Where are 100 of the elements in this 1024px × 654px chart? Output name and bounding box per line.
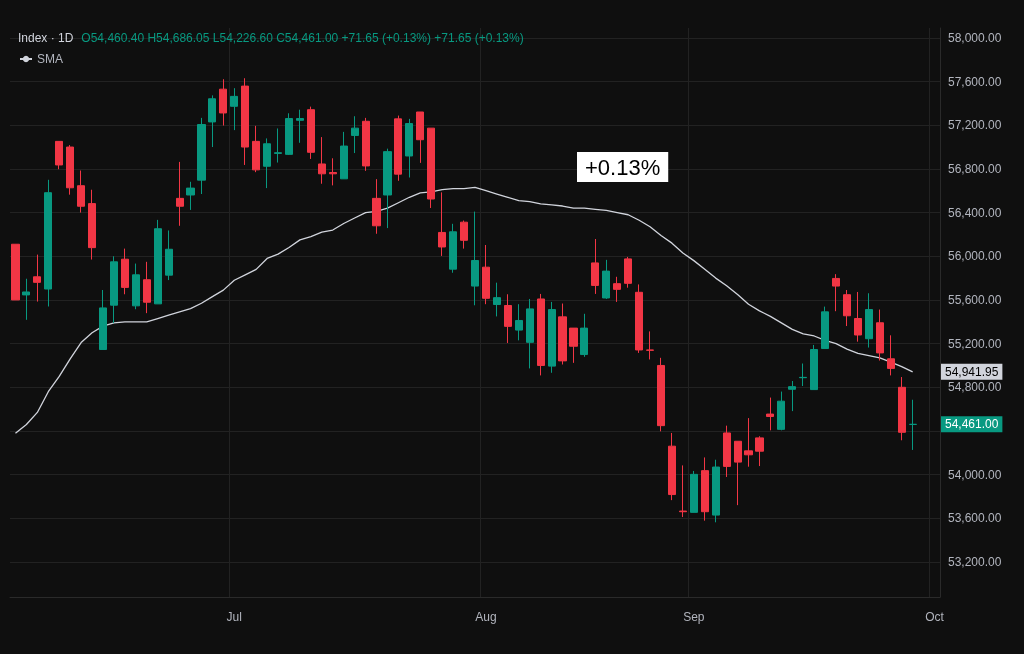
annotation: O54,460.40 H54,686.05 L54,226.60 C54,461.00 +71.65 (+0.13%) +71.65 (+0.13%) xyxy=(81,31,524,45)
text: 54,941.95 xyxy=(945,364,999,379)
y-tick-label: 57,200.00 xyxy=(948,118,1002,133)
y-tick-label: 54,800.00 xyxy=(948,380,1002,395)
candlestick xyxy=(438,191,446,257)
candlestick xyxy=(690,470,698,513)
candlestick xyxy=(66,144,74,196)
candlestick xyxy=(537,293,545,376)
candlestick xyxy=(99,289,107,351)
candlestick xyxy=(186,181,195,211)
candlestick xyxy=(318,136,326,185)
candlestick xyxy=(143,261,151,314)
candlestick xyxy=(383,148,392,229)
candlestick xyxy=(22,278,30,321)
candlestick xyxy=(548,301,556,374)
candlestick xyxy=(285,112,293,156)
candlestick xyxy=(296,109,304,144)
candlestick xyxy=(624,256,632,289)
candlestick xyxy=(898,376,906,441)
candlestick xyxy=(33,254,41,303)
candlestick xyxy=(569,327,578,364)
candlestick xyxy=(110,255,118,324)
candlestick xyxy=(372,178,381,235)
x-tick-label: Oct xyxy=(925,610,945,624)
line-series xyxy=(14,186,914,434)
y-tick-label: 53,600.00 xyxy=(948,511,1002,526)
candlestick xyxy=(712,459,720,523)
candlestick xyxy=(909,399,917,451)
candlestick xyxy=(362,117,370,172)
candlestick xyxy=(526,298,534,369)
y-tick-label: 58,000.00 xyxy=(948,30,1002,45)
candlestick xyxy=(843,289,851,327)
candlestick xyxy=(580,313,588,358)
candlestick xyxy=(208,94,216,148)
candlestick xyxy=(755,435,764,467)
candlestick xyxy=(646,330,654,360)
candlestick xyxy=(876,309,884,362)
y-tick-label: 56,000.00 xyxy=(948,249,1002,264)
candlestick xyxy=(701,456,709,522)
y-tick-label: 53,200.00 xyxy=(948,555,1002,570)
candlestick xyxy=(854,291,862,343)
candlestick xyxy=(307,106,315,160)
text: 54,461.00 xyxy=(945,417,999,432)
candlestick xyxy=(88,189,96,261)
x-tick-label: Aug xyxy=(475,610,497,624)
candlestick xyxy=(132,263,140,310)
y-tick-label: 56,800.00 xyxy=(948,161,1002,176)
candlestick xyxy=(154,219,162,305)
legend-label: SMA xyxy=(37,52,64,66)
y-tick-label: 57,600.00 xyxy=(948,74,1002,89)
candlestick xyxy=(482,244,490,305)
candlestick xyxy=(504,293,512,344)
candlestick xyxy=(679,464,687,518)
candlestick xyxy=(591,238,599,295)
y-tick-label: 55,600.00 xyxy=(948,292,1002,307)
candlestick xyxy=(416,111,424,164)
candlestick xyxy=(219,78,227,127)
candlestick xyxy=(832,273,840,312)
candlestick xyxy=(865,292,873,349)
candlestick xyxy=(723,425,731,478)
candlestick xyxy=(165,229,173,281)
candlestick xyxy=(55,140,63,170)
y-tick-label: 54,000.00 xyxy=(948,467,1002,482)
x-tick-label: Jul xyxy=(226,610,242,624)
y-tick-label: 55,200.00 xyxy=(948,336,1002,351)
candlestick xyxy=(274,127,282,164)
candlestick xyxy=(351,115,359,154)
candlestick xyxy=(241,77,249,166)
candlestick xyxy=(460,220,468,250)
candlestick xyxy=(176,161,184,227)
candlestick xyxy=(777,391,785,431)
candlestick xyxy=(44,179,52,307)
candlestick xyxy=(788,380,796,412)
candlestick xyxy=(394,115,402,182)
annotation: +0.13% xyxy=(585,154,661,180)
candlestick xyxy=(11,243,20,301)
candlestick xyxy=(668,432,676,501)
candlestick xyxy=(427,127,435,209)
candlestick xyxy=(558,303,567,365)
candlestick xyxy=(821,306,829,350)
candlestick xyxy=(405,118,413,179)
candlestick xyxy=(744,417,753,468)
candlestick xyxy=(766,397,774,431)
candlestick xyxy=(252,125,260,173)
candlestick xyxy=(734,440,742,506)
candlestick xyxy=(493,282,501,317)
candlestick xyxy=(471,211,479,306)
candlestick xyxy=(340,131,348,180)
candlestick xyxy=(263,137,271,189)
chart-title: Index · 1D xyxy=(18,31,74,45)
candlestick xyxy=(613,276,621,303)
candlestick xyxy=(810,344,818,391)
candlestick xyxy=(329,157,337,186)
candlestick xyxy=(887,334,895,376)
candlestick xyxy=(799,363,807,387)
y-tick-label: 56,400.00 xyxy=(948,205,1002,220)
x-tick-label: Sep xyxy=(683,610,705,624)
candlestick xyxy=(635,283,643,354)
candlestick xyxy=(449,223,457,274)
candlestick xyxy=(77,170,85,214)
